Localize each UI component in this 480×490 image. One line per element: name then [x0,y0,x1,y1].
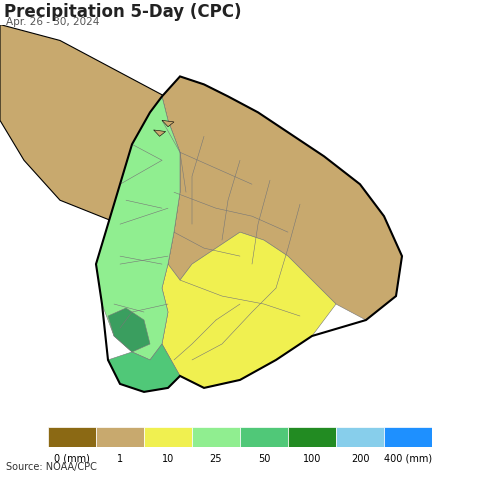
Text: 100: 100 [303,454,321,464]
Polygon shape [96,97,180,360]
Bar [96,427,144,447]
Bar [288,427,336,447]
Text: 0 (mm): 0 (mm) [54,454,90,464]
Text: 25: 25 [210,454,222,464]
Bar [48,427,96,447]
Bar [384,427,432,447]
Bar [336,427,384,447]
Text: Precipitation 5-Day (CPC): Precipitation 5-Day (CPC) [4,3,241,21]
Bar [192,427,240,447]
Text: 10: 10 [162,454,174,464]
Polygon shape [162,97,336,388]
Text: Apr. 26 - 30, 2024: Apr. 26 - 30, 2024 [6,17,99,26]
Polygon shape [0,24,252,224]
Text: 200: 200 [351,454,369,464]
Polygon shape [108,344,180,392]
Text: 50: 50 [258,454,270,464]
Polygon shape [162,121,174,127]
Polygon shape [108,308,150,352]
Text: 400 (mm): 400 (mm) [384,454,432,464]
Text: 1: 1 [117,454,123,464]
Polygon shape [162,76,402,320]
Bar [144,427,192,447]
Text: Source: NOAA/CPC: Source: NOAA/CPC [6,462,96,472]
Polygon shape [154,130,166,136]
Bar [240,427,288,447]
